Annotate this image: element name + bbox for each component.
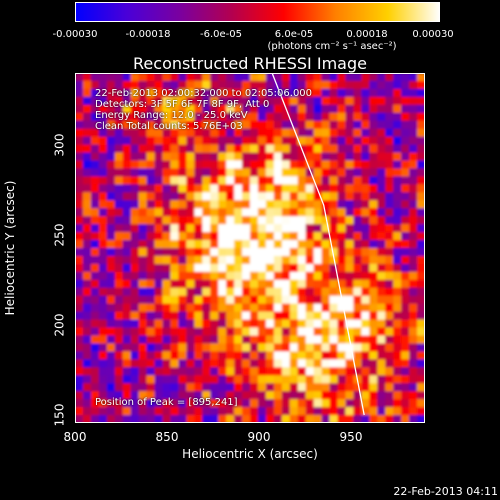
x-tick-label: 900 xyxy=(247,430,271,444)
colorbar-tick-label: -0.00018 xyxy=(125,29,171,40)
y-tick-label: 250 xyxy=(52,223,67,247)
colorbar-units: (photons cm⁻² s⁻¹ asec⁻²) xyxy=(267,41,397,52)
x-axis-label: Heliocentric X (arcsec) xyxy=(182,447,318,461)
y-tick-label: 200 xyxy=(52,313,67,337)
colorbar-tick-label: 0.00018 xyxy=(346,29,388,40)
colorbar-gradient xyxy=(75,2,440,22)
info-energy-range: Energy Range: 12.0 - 25.0 keV xyxy=(95,110,248,121)
rhessi-image xyxy=(75,73,425,423)
y-tick-label: 150 xyxy=(52,403,67,427)
plot-title: Reconstructed RHESSI Image xyxy=(133,54,367,73)
x-tick-label: 850 xyxy=(155,430,179,444)
colorbar-tick-label: 6.0e-05 xyxy=(274,29,314,40)
info-detectors: Detectors: 3F 5F 6F 7F 8F 9F, Att 0 xyxy=(95,99,270,110)
colorbar-tick-label: -6.0e-05 xyxy=(200,29,242,40)
colorbar: -0.00030 -0.00018 -6.0e-05 6.0e-05 0.000… xyxy=(53,2,454,52)
info-time-range: 22-Feb-2013 02:00:32.000 to 02:05:06.000 xyxy=(95,88,313,99)
colorbar-tick-label: 0.00030 xyxy=(412,29,454,40)
y-axis-label: Heliocentric Y (arcsec) xyxy=(3,180,17,316)
x-tick-label: 950 xyxy=(339,430,363,444)
y-tick-label: 300 xyxy=(52,133,67,157)
colorbar-frame xyxy=(75,2,440,22)
solar-limb-line xyxy=(271,73,365,416)
x-tick-label: 800 xyxy=(63,430,87,444)
image-plot xyxy=(75,73,425,423)
info-total-counts: Clean Total counts: 5.76E+03 xyxy=(95,121,243,132)
peak-position: Position of Peak = [895,241] xyxy=(95,397,238,408)
colorbar-tick-label: -0.00030 xyxy=(52,29,98,40)
timestamp: 22-Feb-2013 04:11 xyxy=(393,485,498,498)
